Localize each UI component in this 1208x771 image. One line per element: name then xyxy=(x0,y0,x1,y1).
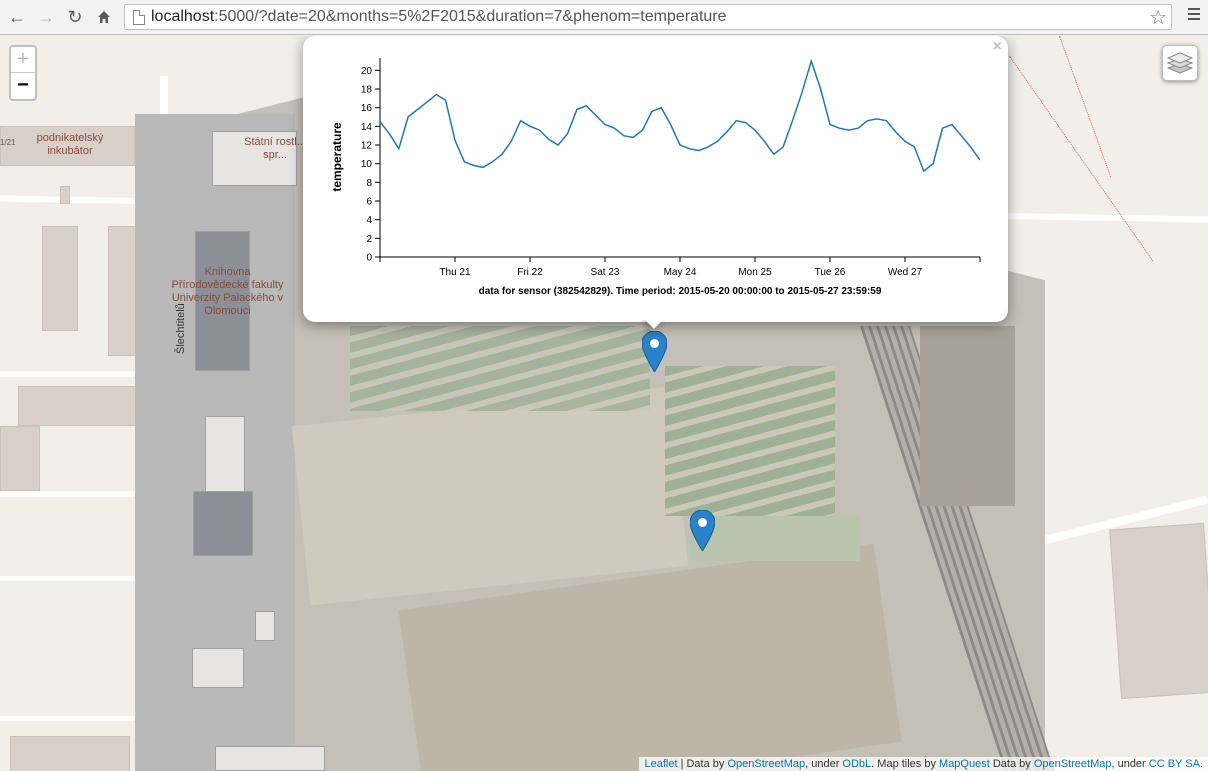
y-tick-label: 18 xyxy=(361,85,373,96)
y-tick-label: 14 xyxy=(361,122,373,133)
map-container[interactable]: podnikatelský inkubátor Státní rostl... … xyxy=(0,36,1208,771)
layers-icon[interactable] xyxy=(1162,45,1198,81)
building xyxy=(0,126,135,166)
building xyxy=(1109,522,1208,700)
y-tick-label: 6 xyxy=(366,197,372,208)
field xyxy=(690,516,860,561)
industrial-area xyxy=(920,326,1015,506)
building xyxy=(42,226,78,331)
building-roof xyxy=(212,131,297,186)
y-tick-label: 12 xyxy=(361,141,373,152)
building-roof xyxy=(215,746,325,771)
road xyxy=(0,491,200,497)
y-tick-label: 20 xyxy=(361,66,373,77)
building xyxy=(108,226,138,356)
y-tick-label: 10 xyxy=(361,159,373,170)
x-tick-label: Wed 27 xyxy=(888,267,923,278)
temperature-chart: 0 2 4 6 8 10 12 14 16 18 20 Thu 21 Fri 22 Sat 23 May … xyxy=(330,58,981,297)
y-tick-label: 4 xyxy=(366,215,372,226)
y-tick-label: 16 xyxy=(361,103,373,114)
arrow-right-icon[interactable]: → xyxy=(37,7,55,27)
address-bar[interactable]: localhost:5000/?date=20&months=5%2F2015&… xyxy=(124,4,1172,30)
house-number-label: 1/21 xyxy=(0,138,16,147)
popup-tip xyxy=(642,320,666,334)
map-attribution: Leaflet | Data by OpenStreetMap, under O… xyxy=(639,757,1208,771)
poi-label: Státní rostl... spr... xyxy=(244,136,306,161)
building xyxy=(0,426,40,491)
openstreetmap-link[interactable]: OpenStreetMap xyxy=(727,758,806,770)
zoom-control: + − xyxy=(9,45,37,101)
building xyxy=(10,736,130,771)
building-roof xyxy=(205,416,245,501)
experimental-plots xyxy=(350,326,650,411)
building xyxy=(18,386,158,426)
x-tick-label: Sat 23 xyxy=(591,267,620,278)
y-axis: 0 2 4 6 8 10 12 14 16 18 20 xyxy=(361,58,381,264)
building-roof xyxy=(192,648,244,688)
y-tick-label: 8 xyxy=(366,178,372,189)
building-roof xyxy=(195,231,250,371)
close-icon[interactable]: × xyxy=(992,38,1002,55)
building-roof xyxy=(255,611,275,641)
chart-caption: data for sensor (382542829). Time period… xyxy=(479,286,882,297)
y-axis-title: temperature xyxy=(330,122,344,192)
url-text[interactable]: localhost:5000/?date=20&months=5%2F2015&… xyxy=(151,8,727,25)
map-pin-icon[interactable] xyxy=(641,330,668,373)
railway-line xyxy=(1009,56,1154,262)
x-axis: Thu 21 Fri 22 Sat 23 May 24 Mon 25 Tue 26 Wed … xyxy=(379,256,981,278)
cc-by-sa-link[interactable]: CC BY SA xyxy=(1148,758,1200,770)
temperature-series-line xyxy=(379,58,981,173)
railway-line xyxy=(1059,36,1112,178)
x-tick-label: Fri 22 xyxy=(517,267,543,278)
sensor-popup: × 0 2 4 6 8 10 12 14 16 18 20 Thu 21 Fri 22 Sat 23 Ma… xyxy=(303,36,1008,322)
odbl-link[interactable]: ODbL xyxy=(842,758,872,770)
leaflet-link[interactable]: Leaflet xyxy=(644,758,678,770)
openstreetmap-link[interactable]: OpenStreetMap xyxy=(1033,758,1112,770)
zoom-in-button[interactable]: + xyxy=(11,47,35,73)
star-icon[interactable]: ☆ xyxy=(1149,7,1167,29)
road xyxy=(0,371,200,377)
road xyxy=(0,576,200,581)
zoom-out-button[interactable]: − xyxy=(17,74,29,96)
hamburger-menu-icon[interactable] xyxy=(1188,8,1200,22)
street-label: Šlechtitelů xyxy=(175,303,187,354)
arrow-left-icon[interactable]: ← xyxy=(8,7,26,27)
x-tick-label: Mon 25 xyxy=(738,267,772,278)
building-roof xyxy=(193,491,253,556)
building xyxy=(60,186,70,204)
x-tick-label: May 24 xyxy=(664,267,697,278)
home-icon[interactable] xyxy=(93,6,115,28)
browser-toolbar: ← → ↻ localhost:5000/?date=20&months=5%2… xyxy=(0,0,1208,35)
road xyxy=(0,716,200,721)
mapquest-link[interactable]: MapQuest xyxy=(939,758,990,770)
x-tick-label: Tue 26 xyxy=(815,267,846,278)
x-tick-label: Thu 21 xyxy=(439,267,471,278)
experimental-plots xyxy=(665,366,835,516)
map-pin-icon[interactable] xyxy=(689,509,716,552)
y-tick-label: 0 xyxy=(366,253,372,264)
reload-icon[interactable]: ↻ xyxy=(67,7,83,27)
poi-label: Knihovna Přírodovědecké fakulty Univerzi… xyxy=(171,266,284,317)
y-tick-label: 2 xyxy=(366,234,372,245)
poi-label: podnikatelský inkubátor xyxy=(36,132,104,157)
page-icon xyxy=(133,10,145,25)
